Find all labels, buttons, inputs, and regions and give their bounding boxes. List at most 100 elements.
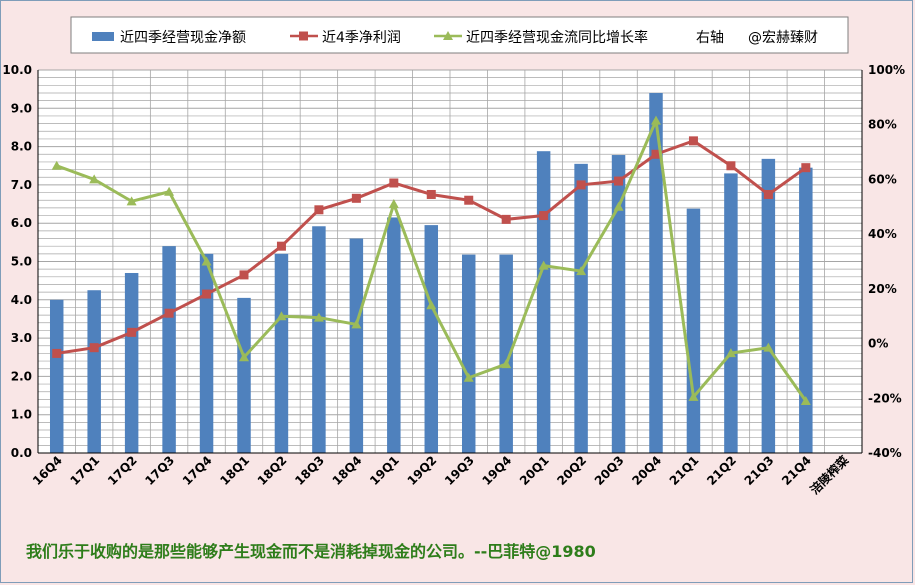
bar-cash-flow [349, 238, 364, 453]
x-tick-label: 21Q4 [779, 453, 814, 488]
bar-cash-flow [237, 297, 251, 453]
point-growth-rate [688, 391, 699, 401]
y-tick-label-left: 8.0 [11, 140, 32, 154]
point-net-profit [501, 214, 511, 224]
y-tick-label-right: 0% [868, 337, 888, 351]
point-growth-rate [538, 260, 549, 270]
x-tick-label: 19Q4 [479, 453, 514, 488]
x-tick-label: 17Q3 [142, 453, 177, 488]
legend-swatch-growth-marker [443, 31, 453, 40]
y-tick-label-left: 1.0 [11, 408, 32, 422]
x-tick-label: 16Q4 [30, 453, 65, 488]
x-tick-label: 19Q3 [442, 453, 477, 488]
bar-cash-flow [724, 173, 738, 453]
point-net-profit [351, 193, 361, 203]
y-tick-label-right: 60% [868, 172, 897, 186]
point-growth-rate [276, 311, 287, 321]
point-growth-rate [501, 359, 512, 369]
x-tick-label: 20Q1 [517, 453, 552, 488]
x-tick-label: 17Q2 [105, 453, 140, 488]
legend-swatch-bar [92, 32, 114, 41]
point-net-profit [389, 178, 399, 188]
footer-quote: 我们乐于收购的是那些能够产生现金而不是消耗掉现金的公司。--巴菲特@1980 [26, 542, 596, 561]
y-tick-label-left: 5.0 [11, 255, 32, 269]
x-tick-label: 21Q3 [742, 453, 777, 488]
point-net-profit [763, 189, 773, 199]
x-tick-label: 20Q2 [554, 453, 589, 488]
point-growth-rate [388, 199, 399, 209]
point-growth-rate [725, 348, 736, 358]
point-net-profit [801, 163, 811, 173]
plot-area: 0.0 1.0 2.0 3.0 4.0 5.0 6.0 7.0 8.0 9.0 10.0 -40% -2… [2, 63, 905, 497]
point-growth-rate [426, 300, 437, 310]
y-tick-label-left: 2.0 [11, 369, 32, 383]
y-tick-label-right: 20% [868, 282, 897, 296]
y-tick-label-right: 40% [868, 227, 897, 241]
point-net-profit [89, 343, 99, 353]
point-net-profit [651, 149, 661, 159]
point-net-profit [276, 241, 286, 251]
legend: 近四季经营现金净额 近4季净利润 近四季经营现金流同比增长率 右轴 @宏赫臻财 [70, 16, 849, 54]
y-tick-label-left: 7.0 [11, 178, 32, 192]
y-tick-label-right: 100% [868, 63, 905, 77]
x-tick-label: 17Q4 [180, 453, 215, 488]
bar-cash-flow [499, 254, 513, 453]
legend-label-author: @宏赫臻财 [748, 30, 818, 46]
bar-cash-flow [87, 290, 101, 453]
y-tick-label-right: -40% [868, 446, 902, 460]
y-tick-label-left: 9.0 [11, 101, 32, 115]
bar-cash-flow [124, 272, 139, 453]
x-tick-label: 18Q4 [330, 453, 365, 488]
bar-cash-flow [387, 217, 401, 453]
x-tick-label: 17Q1 [67, 453, 102, 488]
y-tick-label-left: 4.0 [11, 293, 32, 307]
point-net-profit [614, 176, 624, 186]
point-growth-rate [89, 174, 100, 184]
point-growth-rate [613, 201, 624, 211]
bar-cash-flow [461, 254, 476, 453]
point-net-profit [426, 189, 436, 199]
bar-cash-flow [274, 253, 289, 453]
legend-label-growth-rate: 近四季经营现金流同比增长率 [466, 29, 648, 46]
bar-cash-flow [199, 253, 214, 453]
legend-label-net-profit: 近4季净利润 [322, 30, 401, 46]
y-tick-label-left: 3.0 [11, 331, 32, 345]
bar-cash-flow [162, 246, 176, 453]
x-tick-label: 涪陵榨菜 [807, 453, 852, 498]
y-tick-label-right: 80% [868, 118, 897, 132]
x-tick-label: 19Q1 [367, 453, 402, 488]
point-net-profit [688, 136, 698, 146]
bar-cash-flow [536, 151, 551, 454]
point-growth-rate [164, 186, 175, 196]
x-tick-label: 18Q2 [255, 453, 290, 488]
point-net-profit [127, 327, 137, 337]
bar-cash-flow [574, 163, 588, 453]
y-tick-label-left: 10.0 [2, 63, 32, 77]
bar-cash-flow [424, 225, 439, 453]
legend-swatch-profit-marker [299, 31, 308, 41]
point-growth-rate [763, 342, 774, 352]
legend-label-right-axis: 右轴 [696, 30, 724, 46]
bar-cash-flow [611, 155, 626, 453]
bar-cash-flow [649, 92, 663, 453]
bar-cash-flow [799, 167, 813, 454]
point-growth-rate [351, 319, 362, 329]
x-tick-label: 20Q3 [592, 453, 627, 488]
point-net-profit [539, 211, 549, 221]
point-growth-rate [126, 196, 137, 206]
y-tick-label-right: -20% [868, 391, 902, 405]
point-net-profit [314, 205, 324, 215]
point-net-profit [164, 308, 174, 318]
point-net-profit [576, 180, 586, 190]
x-tick-label: 21Q1 [667, 453, 702, 488]
y-tick-label-left: 0.0 [11, 446, 32, 460]
bar-cash-flow [686, 208, 701, 453]
x-tick-label: 18Q3 [292, 453, 327, 488]
x-tick-label: 21Q2 [704, 453, 739, 488]
x-tick-label: 19Q2 [405, 453, 440, 488]
point-growth-rate [239, 352, 249, 362]
point-net-profit [52, 348, 62, 358]
point-growth-rate [800, 396, 811, 406]
